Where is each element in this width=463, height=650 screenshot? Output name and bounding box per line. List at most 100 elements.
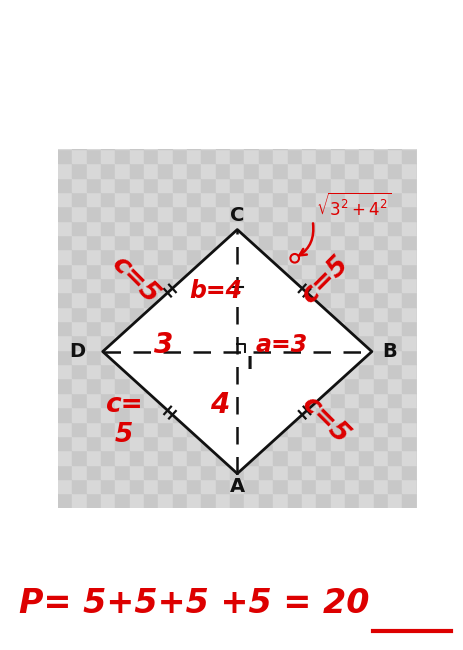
Bar bbox=[44, 192, 58, 206]
Bar bbox=[288, 220, 302, 235]
Bar bbox=[259, 264, 273, 278]
Bar bbox=[259, 465, 273, 479]
Bar bbox=[173, 465, 187, 479]
Bar bbox=[144, 321, 158, 335]
Bar bbox=[115, 436, 130, 450]
Bar bbox=[388, 163, 402, 177]
Bar bbox=[58, 450, 72, 465]
Bar bbox=[115, 192, 130, 206]
Bar bbox=[345, 278, 359, 292]
Bar bbox=[302, 264, 316, 278]
Bar bbox=[402, 378, 417, 393]
Bar bbox=[302, 422, 316, 436]
Bar bbox=[402, 206, 417, 220]
Bar bbox=[244, 264, 259, 278]
Bar bbox=[302, 393, 316, 407]
Bar bbox=[187, 206, 201, 220]
Bar bbox=[144, 493, 158, 508]
Bar bbox=[115, 220, 130, 235]
Bar bbox=[230, 436, 244, 450]
Bar bbox=[302, 436, 316, 450]
Bar bbox=[87, 206, 101, 220]
Bar bbox=[316, 378, 331, 393]
Bar bbox=[244, 192, 259, 206]
Bar bbox=[359, 278, 374, 292]
Bar bbox=[273, 465, 288, 479]
Bar bbox=[402, 422, 417, 436]
Bar bbox=[44, 206, 58, 220]
Bar bbox=[87, 292, 101, 307]
Bar bbox=[101, 450, 115, 465]
Bar bbox=[101, 192, 115, 206]
Bar bbox=[388, 250, 402, 264]
Text: b=4: b=4 bbox=[189, 279, 242, 302]
Bar bbox=[101, 364, 115, 378]
Bar bbox=[201, 220, 216, 235]
Bar bbox=[288, 364, 302, 378]
Bar bbox=[72, 206, 87, 220]
Bar bbox=[345, 235, 359, 250]
Bar bbox=[302, 278, 316, 292]
Bar bbox=[115, 321, 130, 335]
Text: c=
5: c= 5 bbox=[106, 392, 143, 448]
Bar bbox=[316, 364, 331, 378]
Bar bbox=[130, 364, 144, 378]
Bar bbox=[230, 264, 244, 278]
Bar bbox=[388, 321, 402, 335]
Bar bbox=[388, 350, 402, 364]
Bar bbox=[230, 235, 244, 250]
Bar bbox=[417, 163, 431, 177]
Bar bbox=[72, 264, 87, 278]
Bar bbox=[244, 378, 259, 393]
Bar bbox=[72, 149, 87, 163]
Bar bbox=[187, 307, 201, 321]
Bar bbox=[302, 364, 316, 378]
Text: a=3: a=3 bbox=[256, 333, 308, 358]
Bar bbox=[158, 393, 173, 407]
Bar bbox=[402, 264, 417, 278]
Bar bbox=[158, 235, 173, 250]
Bar bbox=[288, 450, 302, 465]
Bar bbox=[374, 321, 388, 335]
Bar bbox=[388, 393, 402, 407]
Bar bbox=[273, 135, 288, 149]
Bar bbox=[187, 465, 201, 479]
Bar bbox=[44, 149, 58, 163]
Bar bbox=[259, 508, 273, 522]
Bar bbox=[273, 292, 288, 307]
Bar bbox=[244, 206, 259, 220]
Bar bbox=[230, 364, 244, 378]
Bar bbox=[316, 278, 331, 292]
Bar bbox=[331, 479, 345, 493]
Bar bbox=[216, 493, 230, 508]
Bar bbox=[259, 350, 273, 364]
Bar bbox=[359, 163, 374, 177]
Bar bbox=[158, 350, 173, 364]
Bar bbox=[374, 149, 388, 163]
Bar bbox=[187, 163, 201, 177]
Bar bbox=[130, 163, 144, 177]
Bar bbox=[273, 393, 288, 407]
Bar bbox=[101, 220, 115, 235]
Bar bbox=[302, 450, 316, 465]
Bar bbox=[144, 465, 158, 479]
Bar bbox=[72, 450, 87, 465]
Bar bbox=[115, 335, 130, 350]
Bar bbox=[316, 450, 331, 465]
Bar bbox=[359, 235, 374, 250]
Bar bbox=[288, 493, 302, 508]
Bar bbox=[302, 192, 316, 206]
Bar bbox=[201, 450, 216, 465]
Bar bbox=[374, 465, 388, 479]
Bar bbox=[359, 436, 374, 450]
Bar bbox=[87, 407, 101, 422]
Bar bbox=[130, 422, 144, 436]
Bar bbox=[216, 149, 230, 163]
Bar bbox=[201, 393, 216, 407]
Bar bbox=[101, 149, 115, 163]
Bar bbox=[201, 479, 216, 493]
Bar bbox=[402, 163, 417, 177]
Bar bbox=[58, 465, 72, 479]
Bar bbox=[144, 479, 158, 493]
Bar bbox=[345, 163, 359, 177]
